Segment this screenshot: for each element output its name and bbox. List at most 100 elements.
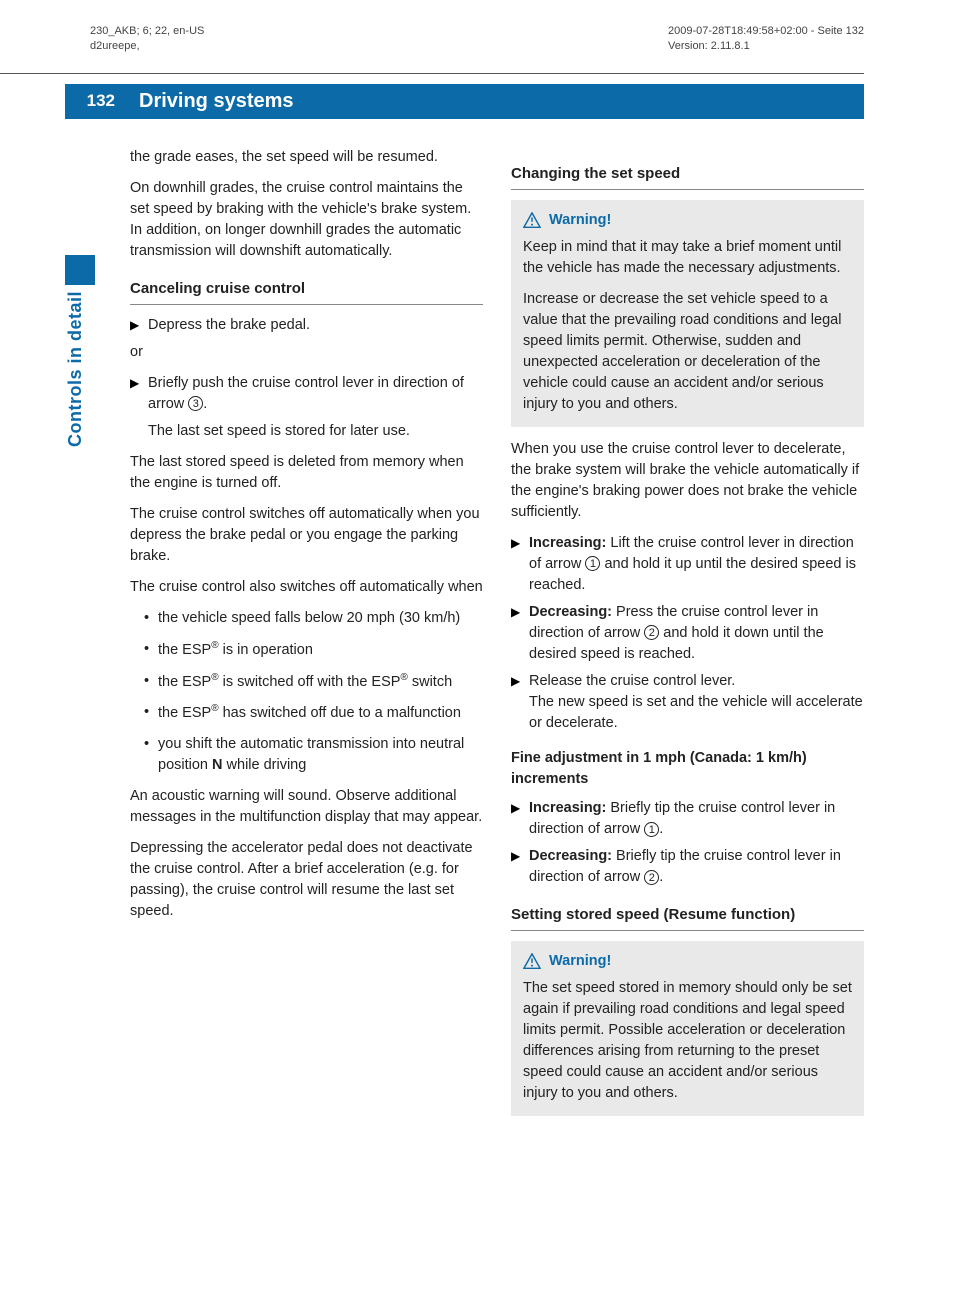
t: . (203, 396, 207, 412)
reg-mark: ® (211, 672, 218, 683)
step: ▶ Decreasing: Briefly tip the cruise con… (511, 846, 864, 888)
warning-header: Warning! (523, 951, 852, 972)
meta-left-2: d2ureepe, (90, 39, 204, 54)
step: ▶ Depress the brake pedal. (130, 315, 483, 336)
list-item: the ESP® has switched off due to a malfu… (144, 702, 483, 724)
step-note: The last set speed is stored for later u… (130, 421, 483, 442)
warning-box: Warning! The set speed stored in memory … (511, 941, 864, 1116)
para: The last stored speed is deleted from me… (130, 452, 483, 494)
left-column: the grade eases, the set speed will be r… (130, 147, 483, 1128)
side-tab-marker (65, 255, 95, 285)
t: The new speed is set and the vehicle wil… (529, 694, 863, 731)
step-text: Decreasing: Briefly tip the cruise contr… (529, 846, 864, 888)
label: Decreasing: (529, 604, 612, 620)
step: ▶ Briefly push the cruise control lever … (130, 373, 483, 415)
step: ▶ Increasing: Lift the cruise control le… (511, 533, 864, 596)
t: the ESP (158, 673, 211, 689)
t: is switched off with the ESP (219, 673, 401, 689)
step-text: Decreasing: Press the cruise control lev… (529, 602, 864, 665)
step: ▶ Decreasing: Press the cruise control l… (511, 602, 864, 665)
circled-ref: 1 (585, 556, 600, 571)
heading-change: Changing the set speed (511, 163, 864, 185)
para: On downhill grades, the cruise control m… (130, 178, 483, 262)
list-item: the vehicle speed falls below 20 mph (30… (144, 608, 483, 629)
heading-rule (511, 189, 864, 190)
para: Depressing the accelerator pedal does no… (130, 838, 483, 922)
right-column: Changing the set speed Warning! Keep in … (511, 147, 864, 1128)
list-item: the ESP® is switched off with the ESP® s… (144, 671, 483, 693)
meta-left: 230_AKB; 6; 22, en-US d2ureepe, (90, 24, 204, 55)
step-marker-icon: ▶ (511, 602, 529, 665)
t: Release the cruise control lever. (529, 673, 735, 689)
step-marker-icon: ▶ (511, 798, 529, 840)
page-number: 132 (65, 84, 125, 119)
t: switch (408, 673, 452, 689)
or-text: or (130, 342, 483, 363)
heading-rule (511, 930, 864, 931)
circled-ref: 2 (644, 625, 659, 640)
para: When you use the cruise control lever to… (511, 439, 864, 523)
list-item: you shift the automatic transmission int… (144, 734, 483, 776)
para: the grade eases, the set speed will be r… (130, 147, 483, 168)
label: Increasing: (529, 800, 606, 816)
warning-title: Warning! (549, 210, 611, 231)
step-marker-icon: ▶ (130, 373, 148, 415)
warning-text: Keep in mind that it may take a brief mo… (523, 237, 852, 279)
para: The cruise control switches off automati… (130, 504, 483, 567)
heading-cancel: Canceling cruise control (130, 278, 483, 300)
para: The cruise control also switches off aut… (130, 577, 483, 598)
circled-ref: 2 (644, 870, 659, 885)
warning-title: Warning! (549, 951, 611, 972)
para: An acoustic warning will sound. Observe … (130, 786, 483, 828)
step-marker-icon: ▶ (511, 846, 529, 888)
step-text: Increasing: Lift the cruise control leve… (529, 533, 864, 596)
side-tab-label: Controls in detail (65, 291, 86, 447)
warning-box: Warning! Keep in mind that it may take a… (511, 200, 864, 427)
meta-right: 2009-07-28T18:49:58+02:00 - Seite 132 Ve… (668, 24, 864, 55)
heading-fine: Fine adjustment in 1 mph (Canada: 1 km/h… (511, 748, 864, 790)
warning-header: Warning! (523, 210, 852, 231)
t: has switched off due to a malfunction (219, 705, 461, 721)
bullet-list: the vehicle speed falls below 20 mph (30… (130, 608, 483, 777)
page-title: Driving systems (125, 84, 864, 119)
warning-icon (523, 953, 541, 969)
list-item: the ESP® is in operation (144, 639, 483, 661)
step-marker-icon: ▶ (511, 533, 529, 596)
step-text: Briefly push the cruise control lever in… (148, 373, 483, 415)
meta-left-1: 230_AKB; 6; 22, en-US (90, 24, 204, 39)
step-marker-icon: ▶ (130, 315, 148, 336)
meta-header: 230_AKB; 6; 22, en-US d2ureepe, 2009-07-… (0, 0, 954, 55)
t: . (659, 869, 663, 885)
t: the ESP (158, 642, 211, 658)
warning-icon (523, 212, 541, 228)
heading-resume: Setting stored speed (Resume function) (511, 904, 864, 926)
t: the ESP (158, 705, 211, 721)
meta-right-1: 2009-07-28T18:49:58+02:00 - Seite 132 (668, 24, 864, 39)
bold-letter: N (212, 757, 222, 773)
label: Decreasing: (529, 848, 612, 864)
step-text: Release the cruise control lever. The ne… (529, 671, 864, 734)
reg-mark: ® (211, 640, 218, 651)
meta-right-2: Version: 2.11.8.1 (668, 39, 864, 54)
page-header: 132 Driving systems (0, 84, 954, 119)
t: while driving (223, 757, 307, 773)
step-text: Depress the brake pedal. (148, 315, 483, 336)
t: you shift the automatic transmission int… (158, 736, 464, 773)
reg-mark: ® (400, 672, 407, 683)
step: ▶ Increasing: Briefly tip the cruise con… (511, 798, 864, 840)
reg-mark: ® (211, 703, 218, 714)
t: is in operation (219, 642, 313, 658)
label: Increasing: (529, 535, 606, 551)
t: . (659, 821, 663, 837)
step-text: Increasing: Briefly tip the cruise contr… (529, 798, 864, 840)
step: ▶ Release the cruise control lever. The … (511, 671, 864, 734)
warning-text: The set speed stored in memory should on… (523, 978, 852, 1104)
content-area: the grade eases, the set speed will be r… (0, 119, 954, 1128)
step-marker-icon: ▶ (511, 671, 529, 734)
top-divider (0, 73, 864, 74)
circled-ref: 1 (644, 822, 659, 837)
side-tab: Controls in detail (65, 255, 95, 447)
warning-text: Increase or decrease the set vehicle spe… (523, 289, 852, 415)
circled-ref: 3 (188, 396, 203, 411)
heading-rule (130, 304, 483, 305)
